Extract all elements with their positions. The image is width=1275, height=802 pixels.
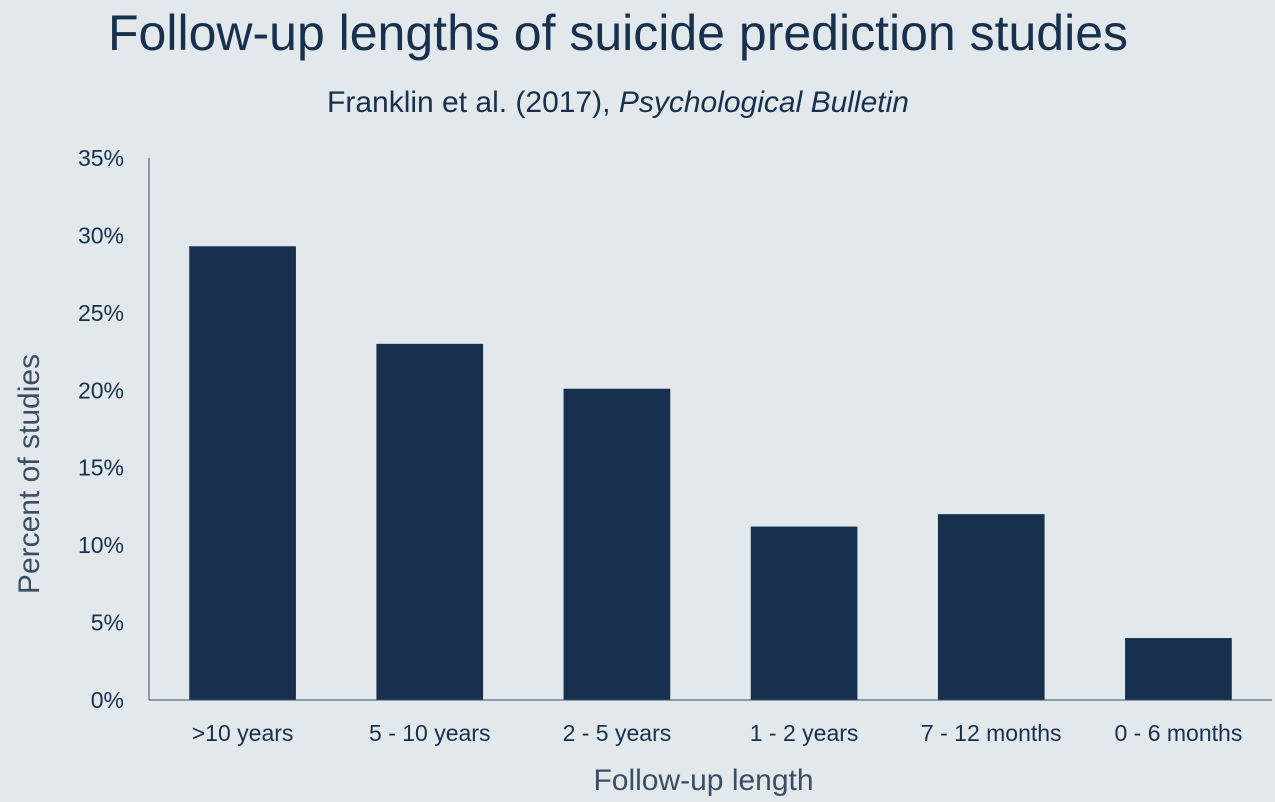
bar-4 bbox=[937, 514, 1045, 700]
chart-title: Follow-up lengths of suicide prediction … bbox=[108, 5, 1128, 61]
y-tick-label: 20% bbox=[78, 377, 124, 403]
bar-1 bbox=[376, 343, 484, 700]
bar-3 bbox=[750, 526, 858, 700]
y-tick-label: 25% bbox=[78, 300, 124, 326]
y-axis-title: Percent of studies bbox=[13, 354, 46, 594]
x-tick-label: 5 - 10 years bbox=[369, 720, 490, 746]
x-axis-title: Follow-up length bbox=[593, 764, 813, 797]
y-tick-label: 10% bbox=[78, 532, 124, 558]
x-tick-label: 2 - 5 years bbox=[563, 720, 672, 746]
bar-2 bbox=[563, 388, 671, 700]
bar-5 bbox=[1125, 638, 1232, 700]
subtitle-authors: Franklin et al. (2017), bbox=[327, 86, 619, 119]
y-tick-labels: 0% 5% 10% 15% 20% 25% 30% 35% bbox=[78, 145, 124, 713]
x-tick-label: 0 - 6 months bbox=[1114, 720, 1242, 746]
y-tick-label: 0% bbox=[91, 687, 124, 713]
bar-0 bbox=[189, 246, 296, 701]
chart-subtitle: Franklin et al. (2017), Psychological Bu… bbox=[0, 86, 1236, 120]
x-tick-labels: >10 years 5 - 10 years 2 - 5 years 1 - 2 ye… bbox=[192, 720, 1243, 746]
x-tick-label: 7 - 12 months bbox=[921, 720, 1062, 746]
x-tick-label: >10 years bbox=[192, 720, 294, 746]
y-tick-label: 35% bbox=[78, 145, 124, 171]
y-tick-label: 30% bbox=[78, 222, 124, 248]
subtitle-journal: Psychological Bulletin bbox=[618, 86, 909, 119]
y-tick-label: 15% bbox=[78, 455, 124, 481]
bars-group bbox=[189, 246, 1232, 701]
y-tick-label: 5% bbox=[91, 610, 124, 636]
x-tick-label: 1 - 2 years bbox=[750, 720, 859, 746]
